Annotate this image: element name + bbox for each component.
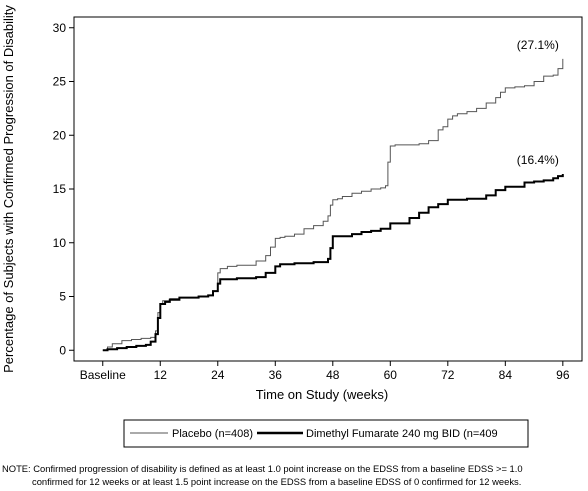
series-line-placebo <box>102 58 564 351</box>
y-tick-label-5: 5 <box>59 290 66 304</box>
footnote-line-2: confirmed for 12 weeks or at least 1.5 p… <box>32 476 522 487</box>
footnote: NOTE: Confirmed progression of disabilit… <box>2 462 586 488</box>
end-labels: (27.1%) (16.4%) <box>517 38 559 167</box>
y-tick-label-0: 0 <box>59 343 66 357</box>
x-tick-label-60: 60 <box>384 368 398 382</box>
x-tick-label-96: 96 <box>556 368 570 382</box>
x-tick-label-72: 72 <box>441 368 455 382</box>
y-axis: 0 5 10 15 20 25 30 <box>53 21 74 357</box>
x-tick-label-24: 24 <box>211 368 225 382</box>
footnote-line-1: NOTE: Confirmed progression of disabilit… <box>2 463 523 474</box>
x-tick-label-48: 48 <box>326 368 340 382</box>
y-tick-label-20: 20 <box>53 128 67 142</box>
legend: Placebo (n=408) Dimethyl Fumarate 240 mg… <box>123 419 529 448</box>
series-line-dimethyl-fumarate <box>102 174 564 352</box>
y-tick-label-25: 25 <box>53 75 67 89</box>
y-tick-label-10: 10 <box>53 236 67 250</box>
end-label-dimethyl-fumarate: (16.4%) <box>517 153 559 167</box>
x-axis: Baseline 12 24 36 48 60 72 84 96 <box>80 361 570 382</box>
x-tick-label-0: Baseline <box>80 368 126 382</box>
y-tick-label-15: 15 <box>53 182 67 196</box>
legend-label-dimethyl-fumarate: Dimethyl Fumarate 240 mg BID (n=409 <box>306 428 498 440</box>
x-tick-label-36: 36 <box>269 368 283 382</box>
legend-label-placebo: Placebo (n=408) <box>172 428 253 440</box>
end-label-placebo: (27.1%) <box>517 38 559 52</box>
x-axis-title: Time on Study (weeks) <box>256 387 388 402</box>
x-tick-label-12: 12 <box>154 368 168 382</box>
x-tick-label-84: 84 <box>499 368 513 382</box>
series-layer <box>102 58 564 352</box>
y-tick-label-30: 30 <box>53 21 67 35</box>
y-axis-title: Percentage of Subjects with Confirmed Pr… <box>1 5 16 373</box>
legend-box <box>123 419 529 448</box>
